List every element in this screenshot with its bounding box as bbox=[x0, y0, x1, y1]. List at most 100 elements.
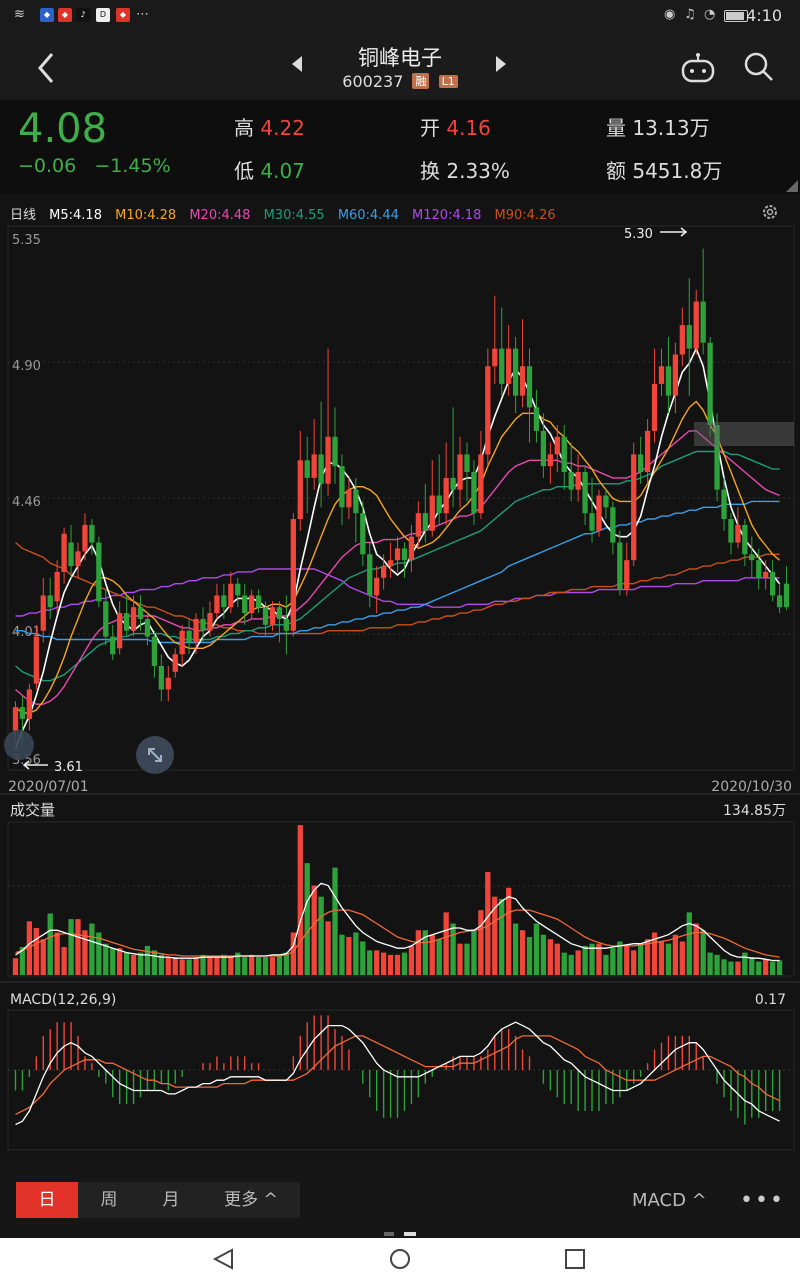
volume-bar bbox=[728, 961, 734, 975]
cursor-marker-icon[interactable] bbox=[4, 730, 34, 760]
volume-bar bbox=[679, 941, 685, 975]
candle-body bbox=[360, 513, 366, 555]
volume-bar bbox=[339, 934, 345, 975]
period-week[interactable]: 周 bbox=[100, 1190, 118, 1210]
volume-ma-lines bbox=[15, 882, 780, 962]
margin-tag: 融 bbox=[412, 73, 430, 89]
app-icon-1: ◆ bbox=[40, 8, 54, 22]
volume-bar bbox=[68, 919, 74, 975]
volume-frame bbox=[7, 821, 795, 977]
chart-settings-icon[interactable] bbox=[760, 202, 780, 222]
candle-body bbox=[54, 571, 60, 602]
volume-bar bbox=[165, 957, 171, 975]
candle-body bbox=[235, 583, 241, 596]
next-stock-icon[interactable] bbox=[496, 56, 506, 72]
candle-body bbox=[429, 495, 435, 531]
candle-body bbox=[144, 618, 151, 637]
candle-body bbox=[450, 477, 456, 490]
candle-body bbox=[89, 524, 95, 543]
candle-body bbox=[68, 542, 74, 567]
candle-body bbox=[763, 571, 769, 578]
volume-bar bbox=[478, 910, 484, 975]
volume-bar bbox=[123, 952, 130, 975]
volume-bar bbox=[26, 921, 33, 975]
period-selector: 日 周 月 更多 ^ bbox=[16, 1182, 300, 1218]
volume-bar bbox=[193, 957, 199, 975]
wifi-icon: ≋ bbox=[14, 7, 25, 22]
candle-body bbox=[339, 466, 345, 508]
zoom-expand-icon[interactable] bbox=[136, 736, 174, 774]
ma90-line bbox=[15, 541, 780, 635]
candle-body bbox=[561, 436, 567, 473]
more-notifications-icon: ⋯ bbox=[136, 7, 149, 22]
candle-body bbox=[249, 595, 255, 614]
volume-bar bbox=[394, 954, 401, 975]
chart-area[interactable]: 日线 M5:4.18 M10:4.28 M20:4.48 M30:4.55 M6… bbox=[0, 194, 800, 1160]
turnover-field: 换 2.33% bbox=[420, 155, 510, 184]
candle-body bbox=[631, 454, 637, 561]
volume-bar bbox=[40, 939, 46, 975]
open-field: 开 4.16 bbox=[420, 112, 491, 141]
volume-bar bbox=[130, 954, 137, 975]
volume-bar bbox=[429, 934, 435, 975]
period-day[interactable]: 日 bbox=[16, 1182, 78, 1218]
candle-body bbox=[436, 495, 442, 514]
volume-bar bbox=[763, 959, 769, 975]
candle-body bbox=[485, 366, 491, 455]
candle-body bbox=[346, 489, 352, 508]
nav-home-icon[interactable] bbox=[388, 1247, 412, 1271]
candle-body bbox=[624, 560, 630, 590]
candle-body bbox=[228, 583, 234, 608]
candle-body bbox=[96, 542, 102, 602]
volume-bar bbox=[499, 898, 505, 975]
volume-bar bbox=[214, 957, 220, 975]
volume-bar bbox=[707, 952, 713, 975]
macd-histogram bbox=[14, 1015, 781, 1125]
legend-ma10: M10:4.28 bbox=[115, 208, 177, 223]
candle-body bbox=[672, 354, 679, 396]
prev-stock-icon[interactable] bbox=[292, 56, 302, 72]
volume-bar bbox=[117, 948, 123, 975]
macd-lines bbox=[15, 1021, 780, 1126]
ma60-line bbox=[15, 500, 780, 644]
level-tag: L1 bbox=[438, 75, 458, 88]
volume-bar bbox=[776, 960, 783, 975]
candle-body bbox=[172, 654, 178, 672]
candle-body bbox=[769, 571, 776, 596]
period-month[interactable]: 月 bbox=[162, 1190, 180, 1210]
volume-bar bbox=[137, 952, 144, 975]
volume-bar bbox=[276, 954, 283, 975]
price-change: −0.06 −1.45% bbox=[18, 155, 171, 177]
robot-assistant-icon[interactable] bbox=[680, 52, 716, 84]
volume-bar bbox=[262, 957, 269, 975]
period-more[interactable]: 更多 ^ bbox=[224, 1190, 278, 1210]
nav-recents-icon[interactable] bbox=[564, 1248, 586, 1270]
candle-body bbox=[714, 425, 720, 490]
candle-body bbox=[130, 607, 137, 631]
volume-bar bbox=[110, 948, 116, 975]
volume-bars bbox=[12, 825, 783, 975]
more-options-icon[interactable]: ••• bbox=[740, 1188, 785, 1213]
volume-bar bbox=[436, 939, 442, 975]
nav-back-icon[interactable] bbox=[212, 1248, 236, 1270]
volume-bar bbox=[47, 913, 53, 975]
volume-bar bbox=[492, 896, 498, 975]
volume-bar bbox=[547, 939, 553, 975]
candle-body bbox=[214, 595, 220, 614]
ma-legend: 日线 M5:4.18 M10:4.28 M20:4.48 M30:4.55 M6… bbox=[10, 204, 565, 223]
candle-body bbox=[526, 366, 533, 408]
candle-body bbox=[401, 548, 408, 561]
stock-code: 600237 bbox=[342, 72, 404, 91]
search-icon[interactable] bbox=[742, 50, 776, 84]
candle-body bbox=[12, 707, 19, 731]
indicator-selector[interactable]: MACD ^ bbox=[632, 1190, 707, 1211]
volume-bar bbox=[568, 954, 574, 975]
back-icon[interactable] bbox=[28, 48, 68, 88]
candle-body bbox=[638, 454, 644, 473]
volume-bar bbox=[304, 863, 310, 975]
candle-body bbox=[665, 366, 672, 396]
candle-body bbox=[651, 383, 658, 431]
volume-bar bbox=[471, 930, 477, 975]
y-tick-3: 4.46 bbox=[12, 495, 41, 510]
volume-ma10-line bbox=[15, 909, 780, 958]
